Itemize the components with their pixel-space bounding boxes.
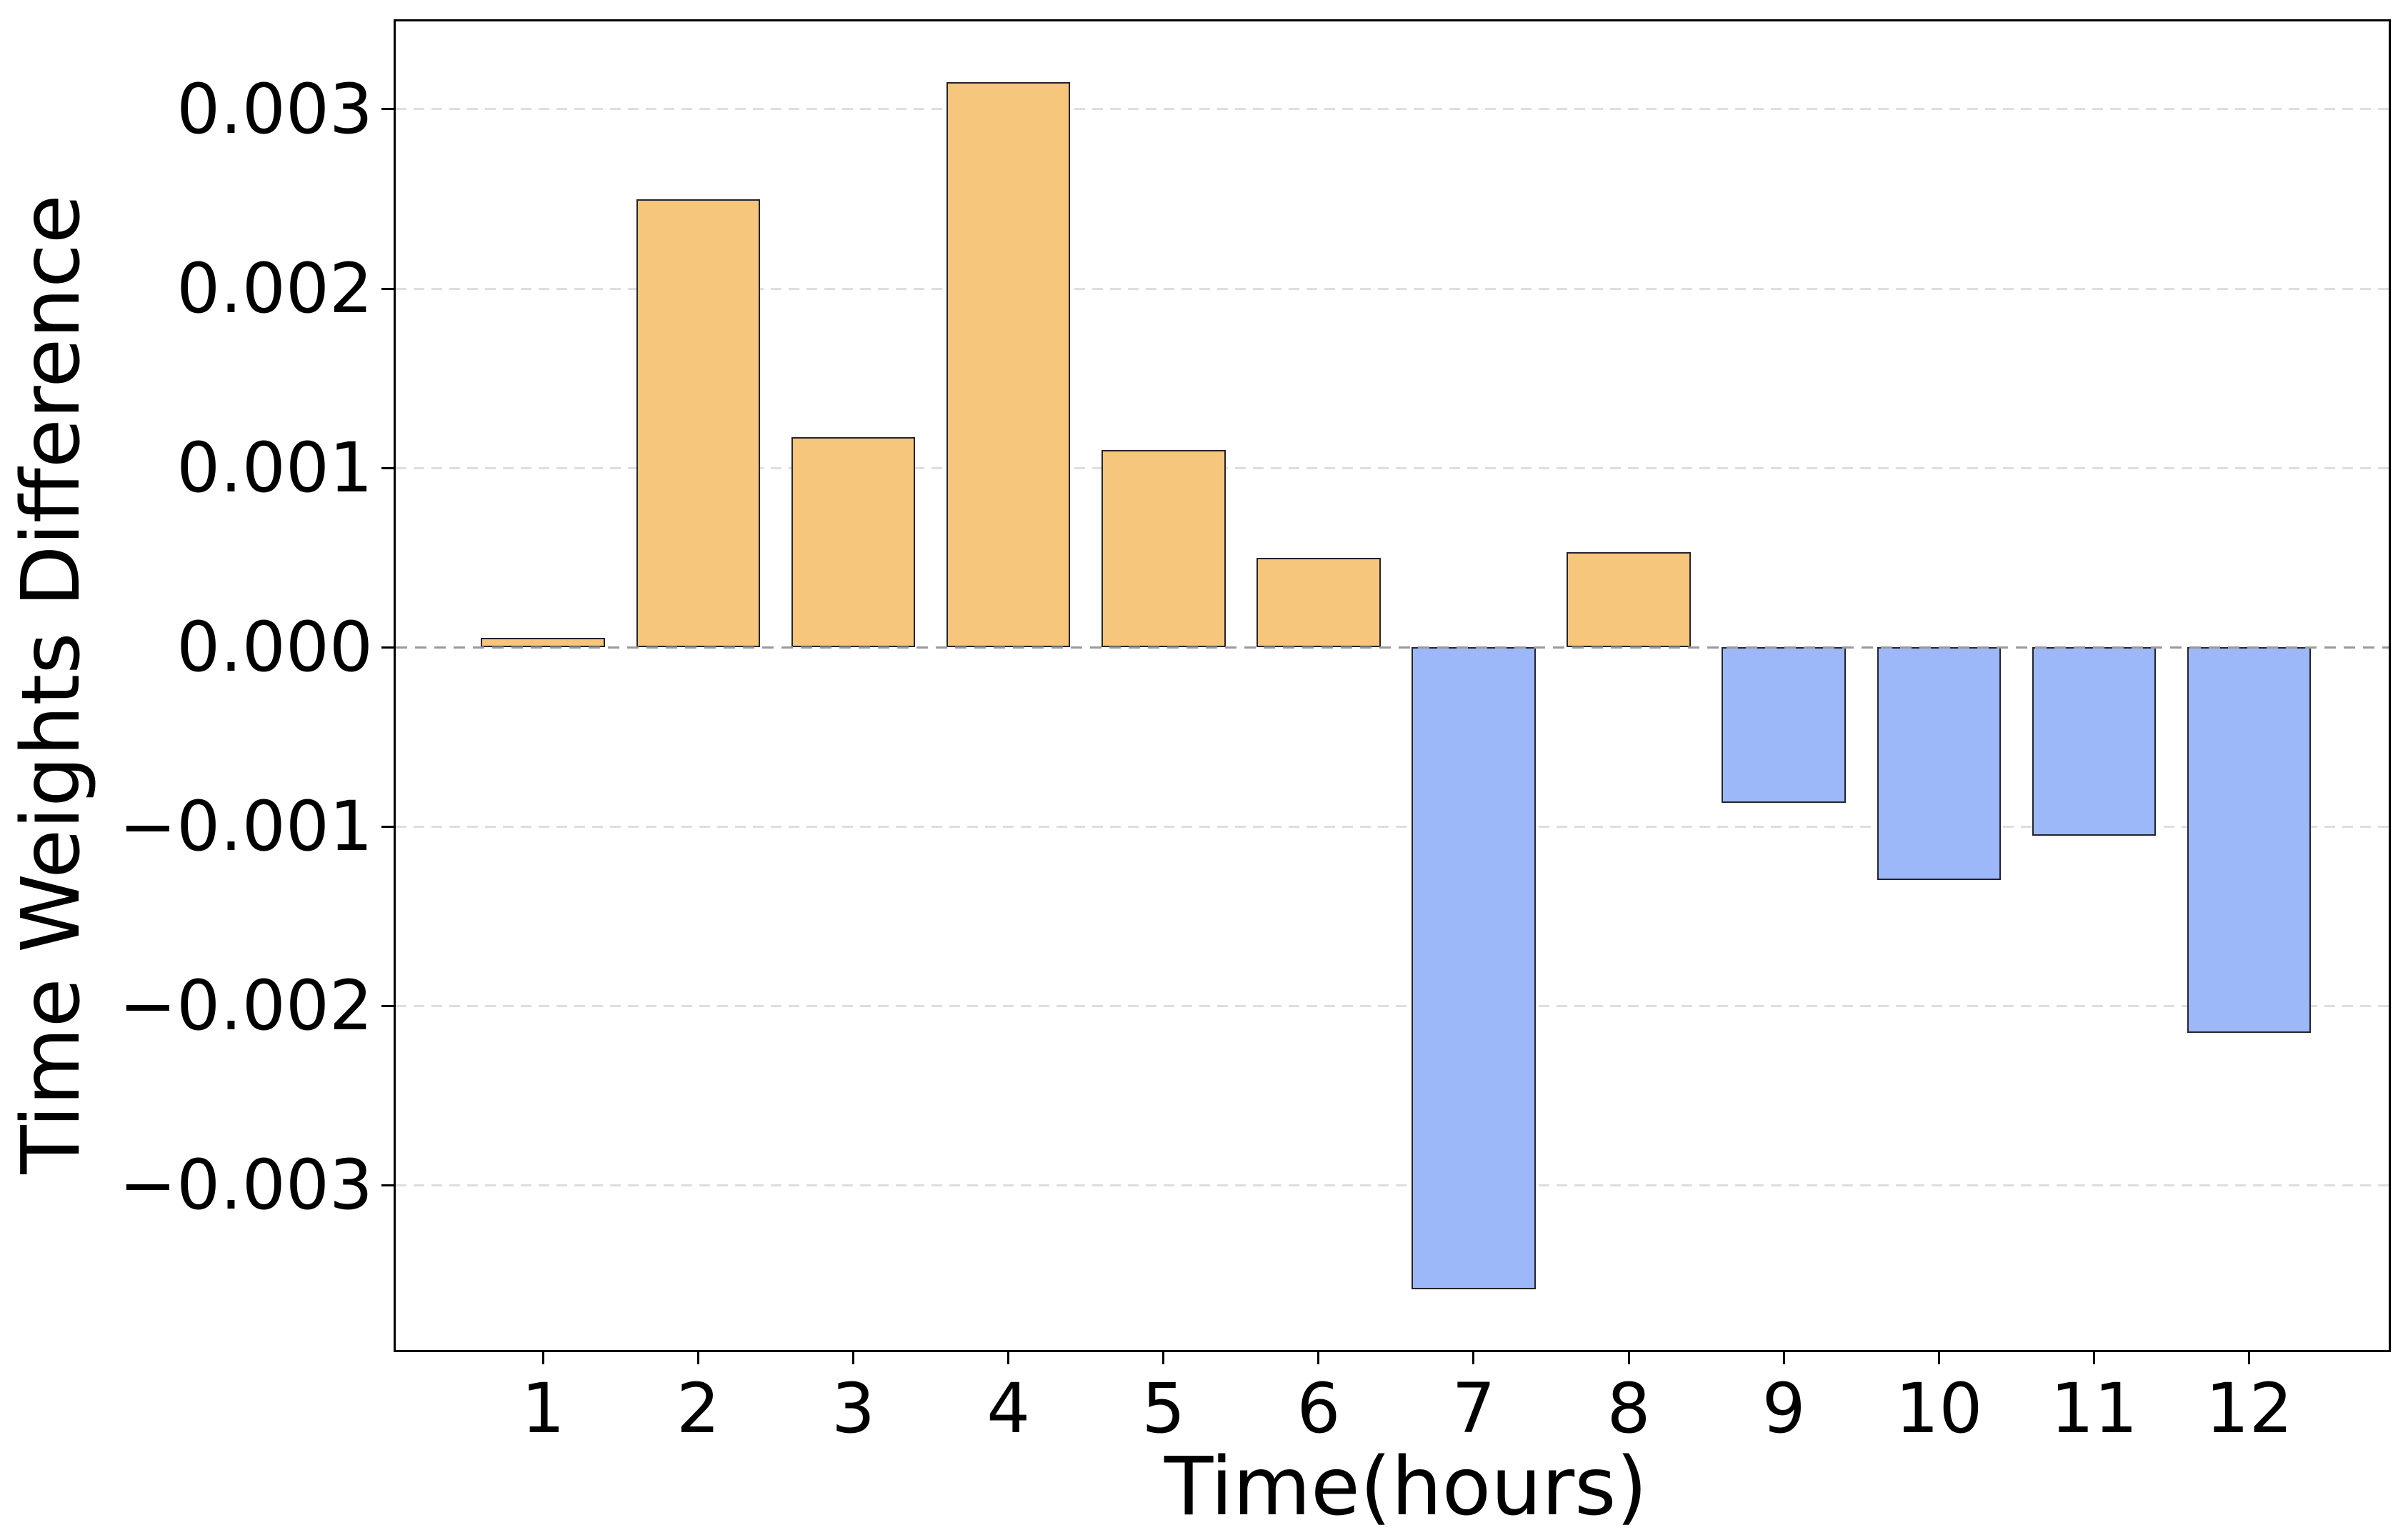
- bar-hour-10: [1877, 647, 2002, 881]
- y-tick-mark: [381, 287, 394, 290]
- x-tick-mark: [1937, 1352, 1940, 1364]
- bar-hour-2: [636, 199, 761, 648]
- y-axis-label: Time Weights Difference: [5, 194, 98, 1174]
- x-tick-label: 9: [1762, 1369, 1806, 1449]
- y-gridline: [396, 1184, 2389, 1186]
- y-gridline: [396, 1004, 2389, 1007]
- x-tick-label: 5: [1141, 1369, 1186, 1449]
- x-tick-label: 2: [676, 1369, 720, 1449]
- y-tick-mark: [381, 1004, 394, 1007]
- bar-hour-6: [1257, 557, 1381, 648]
- x-tick-label: 10: [1895, 1369, 1983, 1449]
- x-tick-label: 3: [831, 1369, 876, 1449]
- x-tick-mark: [2092, 1352, 2095, 1364]
- bar-hour-7: [1412, 647, 1536, 1289]
- bar-hour-9: [1722, 647, 1847, 804]
- x-tick-mark: [1472, 1352, 1475, 1364]
- x-tick-label: 12: [2205, 1369, 2293, 1449]
- x-tick-mark: [1317, 1352, 1320, 1364]
- y-tick-label: 0.001: [176, 428, 373, 509]
- y-tick-label: 0.000: [176, 607, 373, 688]
- y-tick-label: −0.001: [119, 786, 373, 867]
- y-tick-mark: [381, 466, 394, 469]
- bar-hour-11: [2032, 647, 2157, 836]
- y-gridline: [396, 108, 2389, 111]
- x-axis-label: Time(hours): [1164, 1441, 1648, 1534]
- y-tick-mark: [381, 646, 394, 649]
- x-tick-mark: [1007, 1352, 1010, 1364]
- y-tick-label: −0.002: [119, 966, 373, 1046]
- y-tick-mark: [381, 1184, 394, 1186]
- x-tick-mark: [852, 1352, 854, 1364]
- x-tick-mark: [1162, 1352, 1165, 1364]
- x-tick-label: 6: [1297, 1369, 1341, 1449]
- y-gridline: [396, 466, 2389, 469]
- x-tick-label: 8: [1607, 1369, 1651, 1449]
- bar-hour-5: [1101, 449, 1226, 648]
- y-tick-label: 0.002: [176, 249, 373, 329]
- x-tick-mark: [1782, 1352, 1785, 1364]
- y-gridline: [396, 287, 2389, 290]
- x-tick-label: 7: [1452, 1369, 1496, 1449]
- y-tick-label: −0.003: [119, 1145, 373, 1226]
- bar-hour-3: [791, 437, 916, 648]
- bar-hour-4: [946, 82, 1071, 648]
- zero-line: [396, 646, 2389, 649]
- x-tick-label: 1: [521, 1369, 565, 1449]
- y-gridline: [396, 825, 2389, 828]
- x-tick-mark: [541, 1352, 544, 1364]
- y-tick-label: 0.003: [176, 69, 373, 149]
- x-tick-mark: [696, 1352, 699, 1364]
- bar-hour-8: [1567, 551, 1691, 648]
- x-tick-mark: [1627, 1352, 1630, 1364]
- x-tick-label: 11: [2050, 1369, 2138, 1449]
- y-tick-mark: [381, 825, 394, 828]
- bar-hour-12: [2187, 647, 2312, 1033]
- x-tick-mark: [2248, 1352, 2251, 1364]
- y-tick-mark: [381, 108, 394, 111]
- x-tick-label: 4: [986, 1369, 1031, 1449]
